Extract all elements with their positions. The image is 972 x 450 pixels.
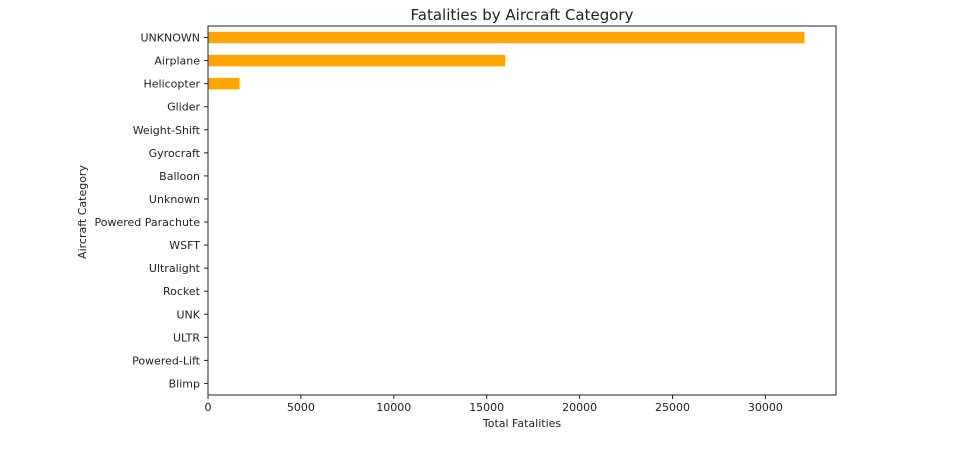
bar-1 <box>208 55 505 67</box>
y-tick-label-4: Weight-Shift <box>133 124 201 137</box>
x-tick-label-5: 25000 <box>655 401 690 414</box>
y-tick-label-5: Gyrocraft <box>149 147 201 160</box>
y-tick-label-3: Glider <box>167 101 200 114</box>
y-tick-label-6: Balloon <box>159 170 200 183</box>
y-tick-label-1: Airplane <box>154 55 200 68</box>
y-tick-label-13: ULTR <box>173 331 200 344</box>
y-tick-label-0: UNKNOWN <box>141 32 201 45</box>
y-tick-label-12: UNK <box>177 308 201 321</box>
chart-title: Fatalities by Aircraft Category <box>411 6 634 24</box>
y-axis-label: Aircraft Category <box>76 165 89 259</box>
y-tick-label-2: Helicopter <box>143 78 200 91</box>
y-tick-label-7: Unknown <box>149 193 200 206</box>
x-tick-label-1: 5000 <box>287 401 315 414</box>
y-tick-label-10: Ultralight <box>149 262 201 275</box>
bar-2 <box>208 78 240 90</box>
x-tick-label-0: 0 <box>205 401 212 414</box>
x-tick-label-6: 30000 <box>748 401 783 414</box>
x-axis-label: Total Fatalities <box>482 417 562 430</box>
y-axis-ticks: UNKNOWN Airplane Helicopter Glider Weight-Sh… <box>95 32 208 391</box>
plot-frame <box>208 26 836 395</box>
bar-0 <box>208 32 804 44</box>
y-tick-label-9: WSFT <box>169 239 200 252</box>
x-tick-label-4: 20000 <box>562 401 597 414</box>
x-tick-label-2: 10000 <box>376 401 411 414</box>
x-tick-label-3: 15000 <box>469 401 504 414</box>
y-tick-label-8: Powered Parachute <box>95 216 201 229</box>
bars-layer <box>208 32 804 343</box>
y-tick-label-15: Blimp <box>169 377 200 390</box>
y-tick-label-11: Rocket <box>163 285 201 298</box>
x-axis-ticks: 0 5000 10000 15000 20000 25000 30000 <box>205 395 783 414</box>
y-tick-label-14: Powered-Lift <box>132 354 201 367</box>
